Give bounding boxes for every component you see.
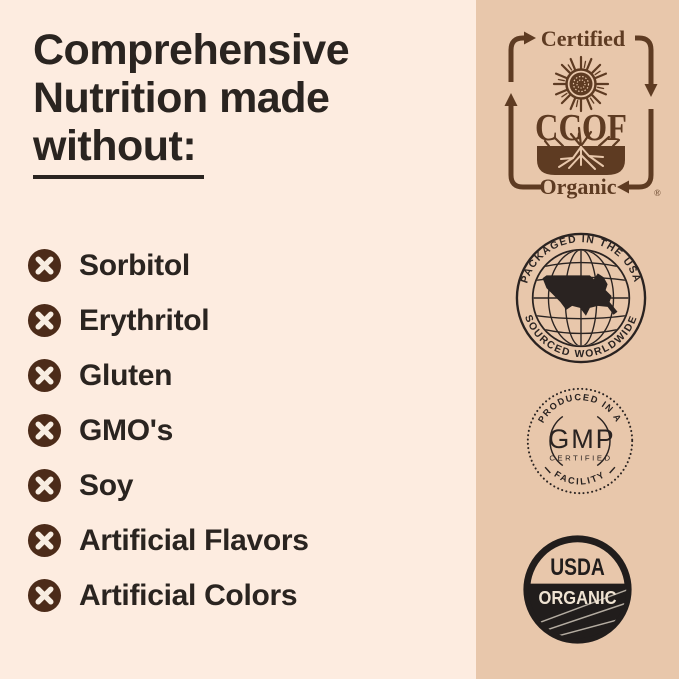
svg-text:FACILITY: FACILITY xyxy=(553,469,608,487)
gmp-acronym: GMP xyxy=(548,424,615,454)
registered-mark: ® xyxy=(654,188,661,198)
title-line-1: Comprehensive xyxy=(33,26,350,74)
certifications-panel: Certified xyxy=(476,0,679,679)
produced-arc-label: PRODUCED IN A xyxy=(536,392,622,424)
list-item-label: Gluten xyxy=(79,358,173,392)
excluded-ingredients-list: Sorbitol Erythritol Gluten GMO's Soy Art… xyxy=(27,238,309,623)
gmp-certified-label: CERTIFIED xyxy=(549,453,612,462)
x-icon xyxy=(27,578,62,613)
dotted-ring-icon xyxy=(526,387,634,495)
facility-arc-label: FACILITY xyxy=(553,469,606,487)
list-item-label: Erythritol xyxy=(79,303,210,337)
x-icon xyxy=(27,413,62,448)
x-icon xyxy=(27,523,62,558)
gmp-certified-badge: PRODUCED IN A GMP CERTIFIED FACILITY xyxy=(526,387,634,495)
list-item-label: Artificial Colors xyxy=(79,578,298,612)
x-icon xyxy=(27,248,62,283)
page-title: Comprehensive Nutrition made without: xyxy=(33,26,453,179)
x-icon xyxy=(27,358,62,393)
list-item-label: Sorbitol xyxy=(79,248,190,282)
usda-label: USDA xyxy=(550,554,605,581)
list-item: Sorbitol xyxy=(27,238,309,293)
list-item-label: Artificial Flavors xyxy=(79,523,309,557)
sunflower-icon xyxy=(552,55,610,113)
ccof-certified-label: Certified xyxy=(541,28,625,51)
x-icon xyxy=(27,303,62,338)
list-item-label: GMO's xyxy=(79,413,173,447)
title-line-3: without: xyxy=(33,122,205,179)
x-icon xyxy=(27,468,62,503)
list-item: Artificial Flavors xyxy=(27,513,309,568)
title-line-2: Nutrition made xyxy=(33,74,330,122)
list-item: Gluten xyxy=(27,348,309,403)
list-item-label: Soy xyxy=(79,468,134,502)
list-item: Artificial Colors xyxy=(27,568,309,623)
ccof-organic-label: Organic xyxy=(540,174,617,199)
list-item: Soy xyxy=(27,458,309,513)
globe-icon xyxy=(533,250,629,346)
claims-panel: Comprehensive Nutrition made without: So… xyxy=(27,26,453,623)
packaged-in-usa-badge: PACKAGED IN THE USA SOURCED WORLDWIDE xyxy=(515,232,647,364)
roots-icon xyxy=(537,126,625,175)
svg-text:PRODUCED IN A: PRODUCED IN A xyxy=(536,392,624,424)
ccof-organic-badge: Certified xyxy=(504,28,661,199)
list-item: Erythritol xyxy=(27,293,309,348)
usda-organic-badge: USDA ORGANIC xyxy=(523,535,632,644)
cycle-arrows-icon xyxy=(504,31,658,194)
usa-map-icon xyxy=(542,273,618,316)
organic-label: ORGANIC xyxy=(539,587,617,608)
parentheses-arcs-icon xyxy=(544,415,616,474)
list-item: GMO's xyxy=(27,403,309,458)
